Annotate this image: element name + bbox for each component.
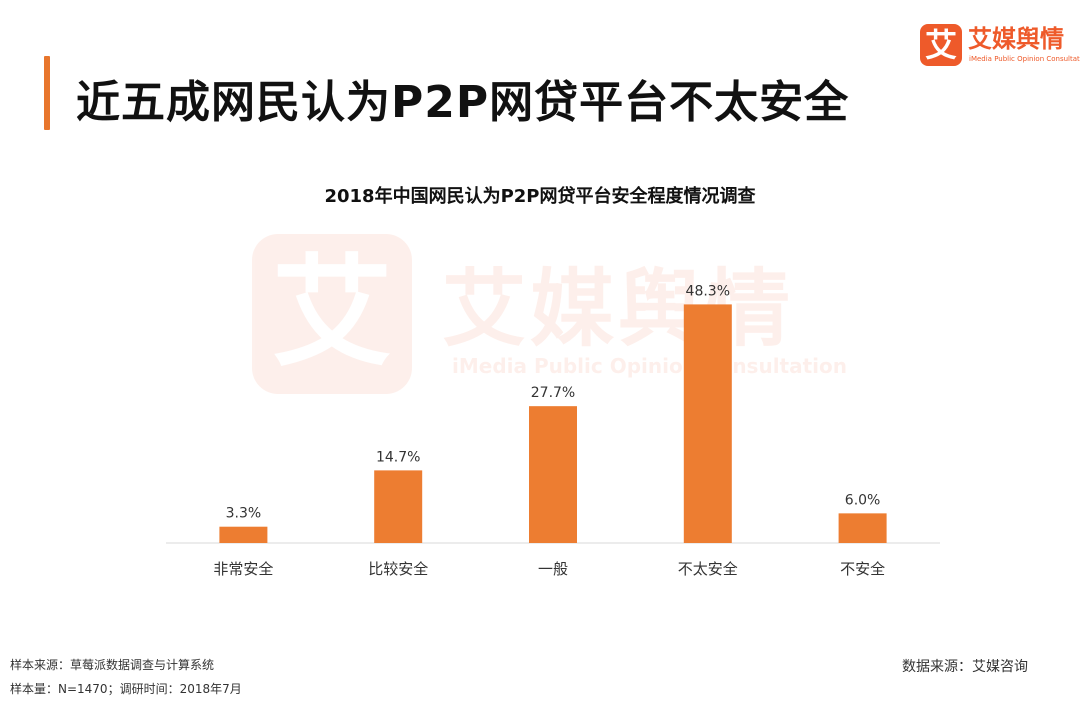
sample-size-note: 样本量：N=1470；调研时间：2018年7月 bbox=[10, 682, 242, 696]
bar-4 bbox=[838, 513, 887, 543]
logo-subtitle: iMedia Public Opinion Consultation bbox=[969, 55, 1080, 63]
data-source-note: 数据来源：艾媒咨询 bbox=[902, 659, 1028, 675]
bar-3 bbox=[683, 304, 732, 543]
data-label-3: 48.3% bbox=[686, 283, 730, 299]
logo-mark-icon: 艾 bbox=[920, 24, 962, 66]
category-label-0: 非常安全 bbox=[213, 560, 273, 578]
category-label-1: 比较安全 bbox=[368, 560, 428, 578]
data-label-0: 3.3% bbox=[226, 506, 262, 522]
logo-name: 艾媒舆情 bbox=[968, 25, 1064, 53]
data-label-2: 27.7% bbox=[531, 385, 575, 401]
page-title: 近五成网民认为P2P网贷平台不太安全 bbox=[76, 77, 850, 128]
sample-source-note: 样本来源：草莓派数据调查与计算系统 bbox=[10, 658, 215, 672]
data-label-1: 14.7% bbox=[376, 449, 420, 465]
bar-1 bbox=[374, 470, 423, 543]
category-label-4: 不安全 bbox=[840, 560, 885, 578]
bar-0 bbox=[219, 526, 268, 543]
category-label-3: 不太安全 bbox=[678, 560, 738, 578]
brand-logo: 艾 艾媒舆情 iMedia Public Opinion Consultatio… bbox=[920, 24, 1080, 70]
title-accent-bar bbox=[44, 56, 50, 130]
category-label-2: 一般 bbox=[538, 560, 568, 578]
bar-2 bbox=[529, 406, 577, 543]
chart-title: 2018年中国网民认为P2P网贷平台安全程度情况调查 bbox=[324, 186, 756, 207]
data-label-4: 6.0% bbox=[845, 492, 881, 508]
